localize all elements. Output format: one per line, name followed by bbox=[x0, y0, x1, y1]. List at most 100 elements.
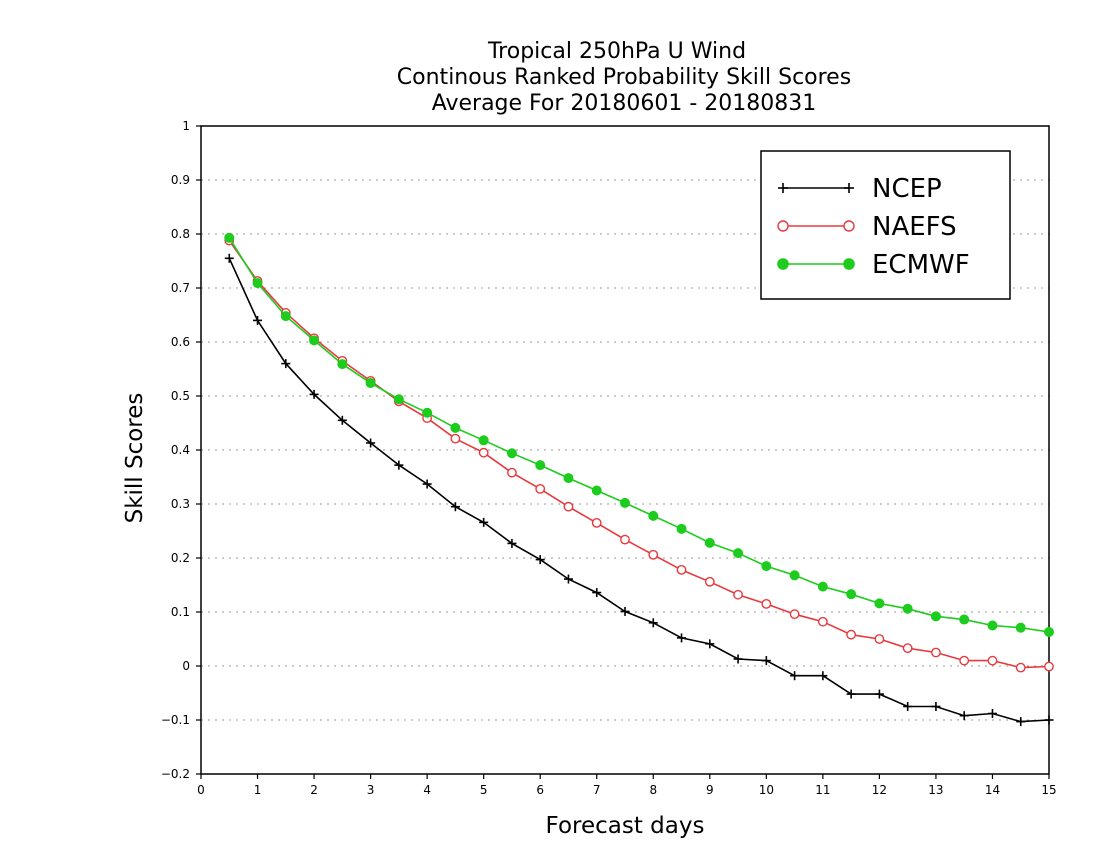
x-tick-label: 2 bbox=[310, 783, 318, 797]
data-point-filled-circle bbox=[393, 394, 404, 405]
data-point-plus bbox=[959, 711, 969, 721]
data-point-plus bbox=[987, 709, 997, 719]
data-point-filled-circle bbox=[620, 497, 630, 508]
legend-label: ECMWF bbox=[872, 250, 970, 280]
data-point-filled-circle bbox=[789, 570, 800, 581]
data-point-plus bbox=[648, 618, 658, 628]
x-tick-label: 4 bbox=[423, 783, 431, 797]
data-point-plus bbox=[1016, 717, 1026, 727]
data-point-open-circle bbox=[874, 634, 885, 644]
data-point-open-circle bbox=[478, 447, 489, 458]
data-point-filled-circle bbox=[450, 422, 461, 433]
x-tick-label: 9 bbox=[706, 783, 714, 797]
data-point-plus bbox=[535, 555, 545, 565]
legend: NCEP NAEFS ECMWF bbox=[760, 150, 1011, 300]
data-point-filled-circle bbox=[224, 232, 235, 243]
y-tick-label: −0.2 bbox=[161, 767, 190, 781]
x-tick-label: 3 bbox=[367, 783, 375, 797]
data-point-plus bbox=[337, 415, 347, 425]
data-point-open-circle bbox=[563, 501, 574, 512]
y-tick-label: 0.3 bbox=[171, 497, 190, 511]
data-point-filled-circle bbox=[777, 258, 789, 270]
data-point-filled-circle bbox=[902, 603, 913, 614]
chart-title: Tropical 250hPa U Wind Continous Ranked … bbox=[397, 39, 851, 116]
data-point-plus bbox=[309, 389, 319, 399]
data-point-plus bbox=[450, 502, 460, 512]
series-ncep bbox=[224, 253, 1054, 727]
y-tick-label: 0.5 bbox=[171, 389, 190, 403]
series-line bbox=[228, 240, 1050, 669]
y-tick-label: 0.9 bbox=[171, 173, 190, 187]
data-point-open-circle bbox=[843, 220, 855, 232]
data-point-open-circle bbox=[1044, 661, 1054, 672]
y-tick-label: 0.8 bbox=[171, 227, 190, 241]
legend-label: NCEP bbox=[872, 174, 942, 204]
y-tick-label: −0.1 bbox=[161, 713, 190, 727]
legend-item-ncep: NCEP bbox=[778, 174, 942, 204]
data-point-plus bbox=[592, 588, 602, 598]
data-point-plus bbox=[778, 183, 788, 193]
data-point-filled-circle bbox=[1015, 622, 1026, 633]
y-tick-label: 0.6 bbox=[171, 335, 190, 349]
data-point-plus bbox=[422, 479, 432, 489]
data-point-open-circle bbox=[931, 647, 941, 658]
data-point-open-circle bbox=[902, 643, 913, 654]
chart-title-line-1: Tropical 250hPa U Wind bbox=[487, 39, 746, 64]
data-point-filled-circle bbox=[676, 523, 687, 534]
y-axis-label: Skill Scores bbox=[122, 393, 148, 524]
data-point-open-circle bbox=[620, 534, 630, 545]
data-point-plus bbox=[903, 702, 913, 711]
data-point-open-circle bbox=[648, 549, 659, 560]
x-tick-label: 10 bbox=[759, 783, 774, 797]
data-point-plus bbox=[761, 656, 771, 666]
data-point-plus bbox=[790, 671, 800, 681]
data-point-filled-circle bbox=[846, 589, 857, 600]
data-point-filled-circle bbox=[422, 407, 433, 418]
data-point-open-circle bbox=[959, 655, 970, 666]
data-point-plus bbox=[844, 183, 854, 193]
data-point-filled-circle bbox=[280, 311, 291, 322]
legend-label: NAEFS bbox=[872, 212, 957, 242]
data-point-open-circle bbox=[591, 518, 602, 528]
legend-item-ecmwf: ECMWF bbox=[777, 250, 970, 280]
y-tick-label: 0.2 bbox=[171, 551, 190, 565]
data-point-filled-circle bbox=[733, 548, 744, 559]
axis-ticks: −0.2−0.100.10.20.30.40.50.60.70.80.910 1 2… bbox=[161, 119, 1057, 797]
data-point-filled-circle bbox=[987, 620, 998, 631]
data-point-open-circle bbox=[761, 599, 772, 609]
data-point-plus bbox=[253, 315, 263, 325]
series-ecmwf bbox=[224, 232, 1054, 637]
data-point-open-circle bbox=[676, 564, 687, 575]
data-point-filled-circle bbox=[761, 561, 772, 572]
x-tick-label: 1 bbox=[254, 783, 262, 797]
data-point-plus bbox=[394, 460, 404, 470]
data-point-plus bbox=[507, 538, 517, 548]
data-point-open-circle bbox=[789, 609, 800, 620]
data-point-plus bbox=[479, 517, 489, 527]
data-point-plus bbox=[620, 606, 630, 616]
x-axis-label: Forecast days bbox=[546, 813, 705, 839]
data-point-filled-circle bbox=[648, 510, 659, 521]
series-naefs bbox=[224, 235, 1054, 673]
data-point-plus bbox=[874, 689, 884, 699]
data-point-open-circle bbox=[507, 467, 517, 478]
data-point-filled-circle bbox=[309, 335, 320, 346]
data-point-open-circle bbox=[704, 576, 715, 587]
y-tick-label: 0.4 bbox=[171, 443, 190, 457]
data-point-open-circle bbox=[450, 433, 461, 444]
legend-item-naefs: NAEFS bbox=[777, 212, 957, 242]
data-point-filled-circle bbox=[843, 258, 855, 270]
data-point-filled-circle bbox=[563, 473, 574, 484]
x-tick-label: 6 bbox=[536, 783, 544, 797]
x-tick-label: 0 bbox=[197, 783, 205, 797]
chart-title-line-3: Average For 20180601 - 20180831 bbox=[432, 91, 817, 116]
data-point-filled-circle bbox=[1044, 626, 1054, 637]
data-point-filled-circle bbox=[704, 537, 715, 548]
data-point-plus bbox=[931, 702, 941, 711]
data-point-filled-circle bbox=[930, 611, 941, 622]
x-tick-label: 14 bbox=[985, 783, 1000, 797]
data-point-filled-circle bbox=[506, 448, 517, 459]
x-tick-label: 8 bbox=[649, 783, 657, 797]
data-point-open-circle bbox=[777, 220, 789, 232]
